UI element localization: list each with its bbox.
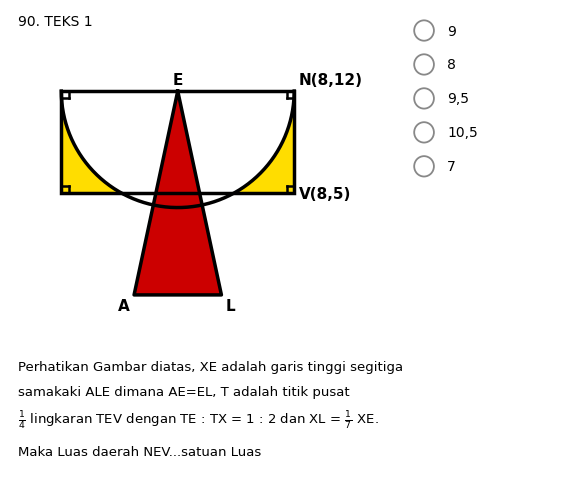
Text: $\frac{1}{4}$ lingkaran TEV dengan TE : TX = 1 : 2 dan XL = $\frac{1}{7}$ XE.: $\frac{1}{4}$ lingkaran TEV dengan TE : …	[18, 409, 379, 431]
Polygon shape	[61, 92, 294, 208]
Text: 7: 7	[447, 160, 456, 174]
Text: 8: 8	[447, 59, 456, 72]
Text: E: E	[173, 73, 183, 88]
Text: 10,5: 10,5	[447, 126, 478, 140]
Text: N(8,12): N(8,12)	[299, 73, 363, 88]
Text: 90. TEKS 1: 90. TEKS 1	[18, 15, 92, 29]
Text: Maka Luas daerah NEV...satuan Luas: Maka Luas daerah NEV...satuan Luas	[18, 445, 261, 458]
Text: L: L	[226, 298, 235, 313]
Text: V(8,5): V(8,5)	[299, 186, 351, 201]
Bar	[61, 92, 294, 194]
Polygon shape	[134, 92, 221, 295]
Text: 9,5: 9,5	[447, 92, 469, 106]
Text: samakaki ALE dimana AE=EL, T adalah titik pusat: samakaki ALE dimana AE=EL, T adalah titi…	[18, 385, 349, 398]
Bar	[61, 92, 294, 194]
Text: A: A	[118, 298, 130, 313]
Text: Perhatikan Gambar diatas, XE adalah garis tinggi segitiga: Perhatikan Gambar diatas, XE adalah gari…	[18, 361, 403, 374]
Text: 9: 9	[447, 25, 456, 38]
Polygon shape	[61, 92, 294, 208]
